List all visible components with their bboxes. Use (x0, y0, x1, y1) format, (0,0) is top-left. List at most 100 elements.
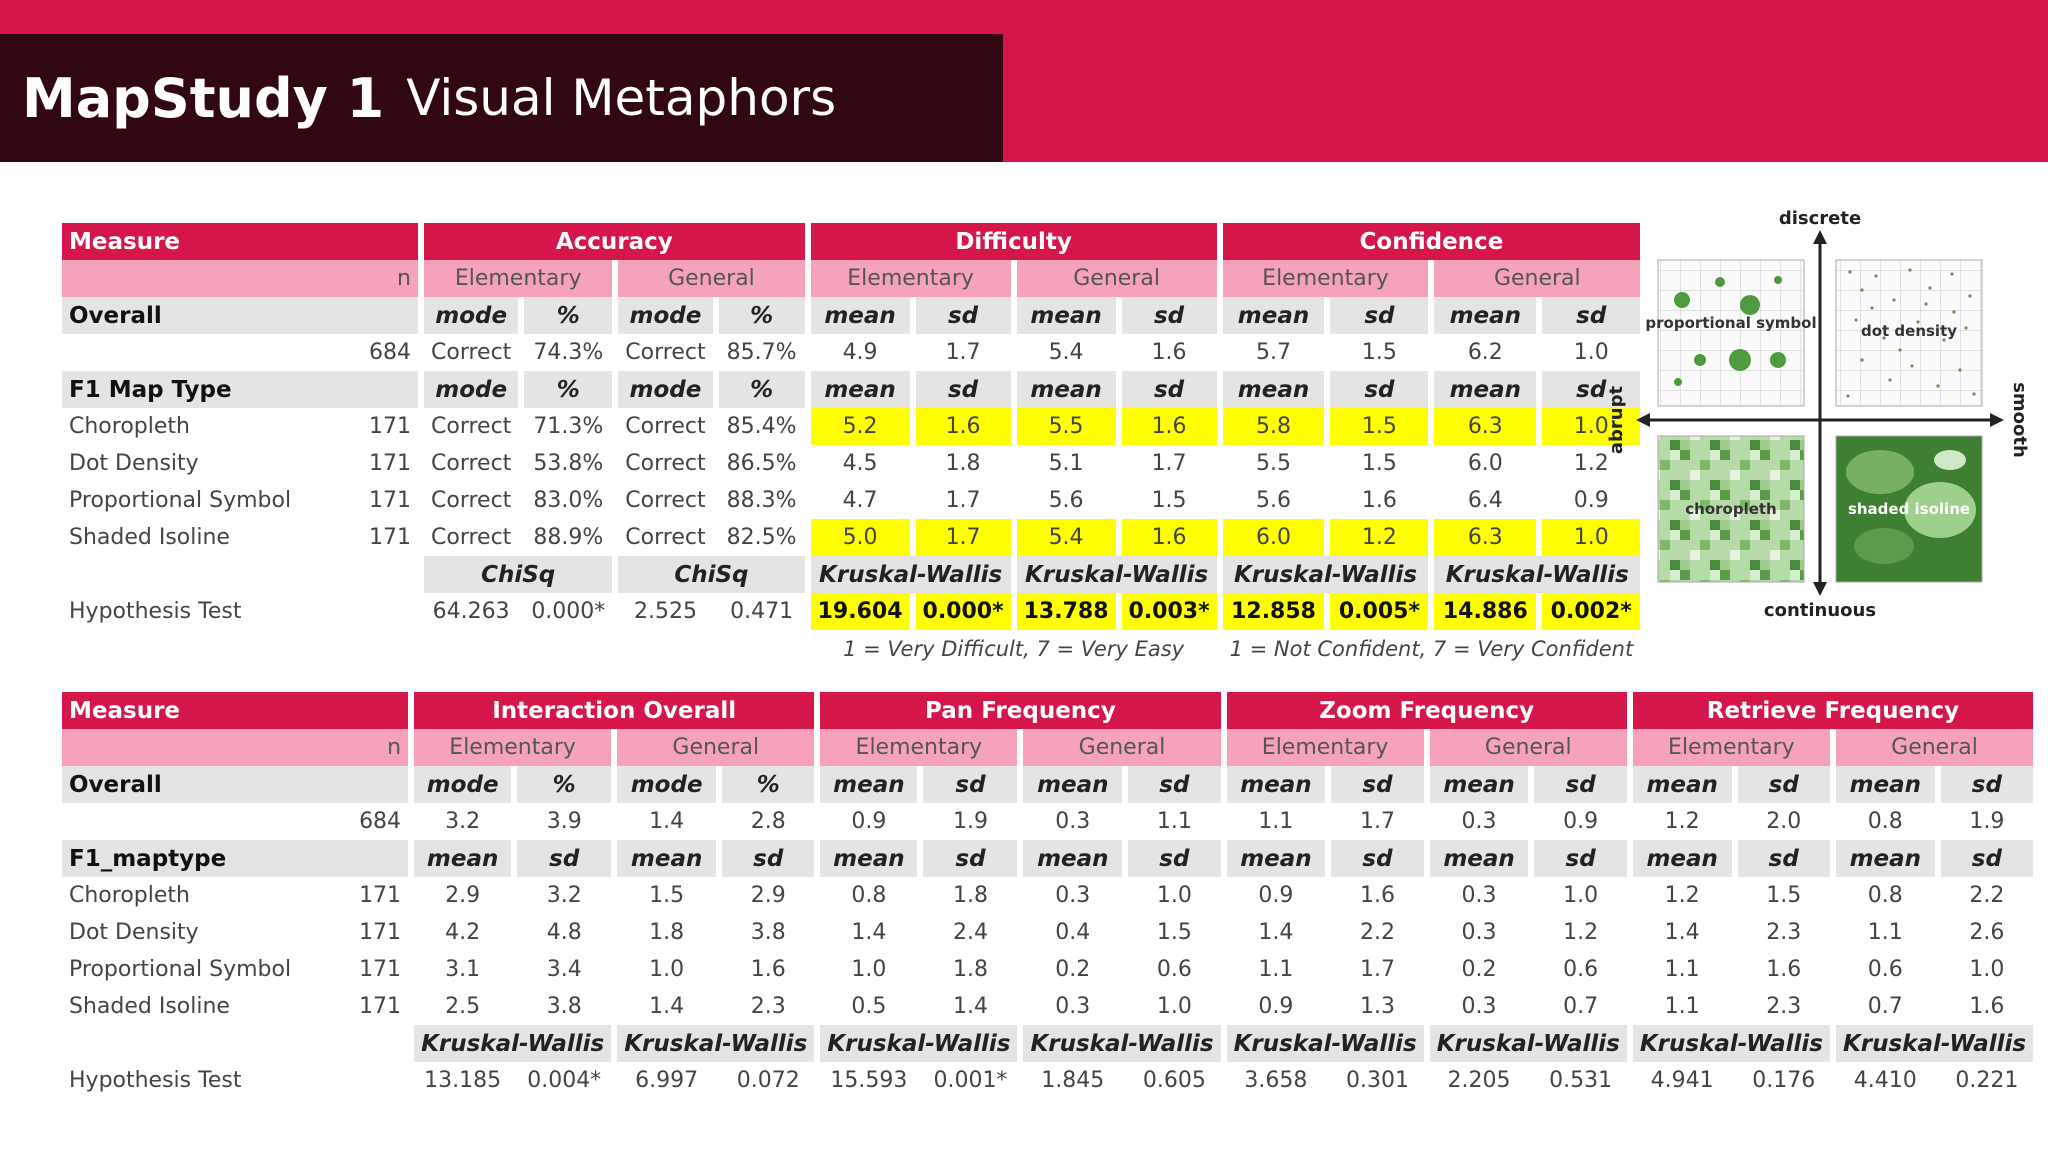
cell: 1.0 (1156, 883, 1192, 908)
cell: 1.1 (1664, 957, 1700, 982)
cell: 1.8 (945, 451, 981, 476)
col-label: % (524, 371, 613, 408)
cell: 3.1 (445, 957, 481, 982)
cell: 14.886 (1434, 593, 1537, 630)
test-name: Kruskal-Wallis (1023, 1025, 1221, 1062)
cell: 85.4% (726, 414, 797, 439)
cell: 1.2 (1573, 451, 1609, 476)
cell: 5.4 (1016, 519, 1116, 556)
overall-values-row: 684 3.2 3.9 1.4 2.8 0.9 1.9 0.3 1.1 1.1 … (62, 803, 2033, 840)
row-label: Shaded Isoline (69, 525, 230, 550)
hypothesis-row: Hypothesis Test 64.263 0.000* 2.525 0.47… (62, 593, 1641, 630)
col-label: mean (820, 840, 918, 877)
n-header: n (62, 260, 418, 297)
n-value: 171 (369, 414, 411, 439)
n-value: 171 (359, 994, 402, 1019)
n-value: 171 (359, 920, 402, 945)
cell: 0.6 (1867, 957, 1903, 982)
cell: 1.5 (1151, 488, 1187, 513)
cell: 0.221 (1955, 1068, 2019, 1093)
col-label: mode (618, 371, 713, 408)
cell: 0.4 (1055, 920, 1091, 945)
proportional-symbol-map (1657, 259, 1805, 407)
col-label: mean (414, 840, 512, 877)
col-label: mean (810, 371, 910, 408)
cell: Correct (625, 414, 706, 439)
cell: 1.9 (1969, 809, 2005, 834)
cell: 1.6 (1121, 408, 1217, 445)
subheader: General (1835, 729, 2034, 766)
col-label: mean (1835, 766, 1935, 803)
results-table-1: Measure Accuracy Difficulty Confidence n… (56, 223, 1646, 667)
table-row: Choropleth 171 Correct 71.3% Correct 85.… (62, 408, 1641, 445)
col-label: sd (915, 297, 1011, 334)
subheader: Elementary (1222, 260, 1429, 297)
measure-header: Measure (62, 692, 409, 729)
cell: 3.8 (750, 920, 786, 945)
col-label: mean (617, 840, 717, 877)
cell: 1.2 (1664, 883, 1700, 908)
col-label: mean (1222, 297, 1325, 334)
cell: 1.5 (1330, 408, 1429, 445)
cell: 1.7 (1359, 957, 1395, 982)
test-name: Kruskal-Wallis (1434, 556, 1641, 593)
col-label: sd (1737, 840, 1830, 877)
cell: 0.6 (1563, 957, 1599, 982)
cell: 3.2 (445, 809, 481, 834)
cell: 0.3 (1461, 920, 1497, 945)
cell: 0.9 (851, 809, 887, 834)
col-label: % (718, 297, 805, 334)
cell: 2.3 (750, 994, 786, 1019)
cell: 0.002* (1542, 593, 1641, 630)
cell: 0.6 (1156, 957, 1192, 982)
subheader: Elementary (810, 260, 1011, 297)
col-label: mean (1023, 840, 1123, 877)
cell: 5.1 (1048, 451, 1084, 476)
cell: 19.604 (810, 593, 910, 630)
cell: 88.3% (726, 488, 797, 513)
row-label: Dot Density (69, 451, 199, 476)
title-box: MapStudy 1 Visual Metaphors (0, 34, 1003, 162)
cell: 0.8 (851, 883, 887, 908)
shaded-isoline-map (1835, 435, 1983, 583)
table-row: Dot Density 171 Correct 53.8% Correct 86… (62, 445, 1640, 482)
col-label: mean (1632, 840, 1732, 877)
cell: 1.0 (649, 957, 685, 982)
cell: 0.301 (1345, 1068, 1409, 1093)
cell: 2.3 (1766, 920, 1802, 945)
cell: 1.6 (1121, 519, 1217, 556)
n-value: 171 (359, 883, 402, 908)
test-name: Kruskal-Wallis (1835, 1025, 2034, 1062)
cell: Correct (431, 488, 512, 513)
cell: 3.8 (546, 994, 582, 1019)
cell: 6.3 (1434, 408, 1537, 445)
table2-subheader-row: n Elementary General Elementary General … (62, 729, 2034, 766)
cell: 0.2 (1055, 957, 1091, 982)
cell: 6.2 (1467, 340, 1503, 365)
cell: 3.658 (1244, 1068, 1308, 1093)
subheader: Elementary (1226, 729, 1424, 766)
col-label: sd (1534, 840, 1627, 877)
row-label: Dot Density (69, 920, 199, 945)
row-label: Shaded Isoline (69, 994, 230, 1019)
col-label: mean (1016, 297, 1116, 334)
cell: 6.3 (1434, 519, 1537, 556)
cell: 0.3 (1461, 994, 1497, 1019)
cell: 2.4 (952, 920, 988, 945)
cell: 1.0 (1542, 408, 1641, 445)
cell: 0.176 (1752, 1068, 1816, 1093)
subheader: Elementary (820, 729, 1018, 766)
cell: 0.003* (1121, 593, 1217, 630)
interaction-overall-header: Interaction Overall (414, 692, 815, 729)
cell: Correct (625, 340, 706, 365)
test-name: ChiSq (618, 556, 805, 593)
test-name: Kruskal-Wallis (414, 1025, 612, 1062)
cell: 0.5 (851, 994, 887, 1019)
col-label: mean (1429, 840, 1529, 877)
cell: 1.7 (1359, 809, 1395, 834)
choropleth-map (1657, 435, 1805, 583)
cell: 13.185 (424, 1068, 502, 1093)
cell: 5.5 (1016, 408, 1116, 445)
test-name: Kruskal-Wallis (1632, 1025, 1830, 1062)
cell: 83.0% (533, 488, 604, 513)
